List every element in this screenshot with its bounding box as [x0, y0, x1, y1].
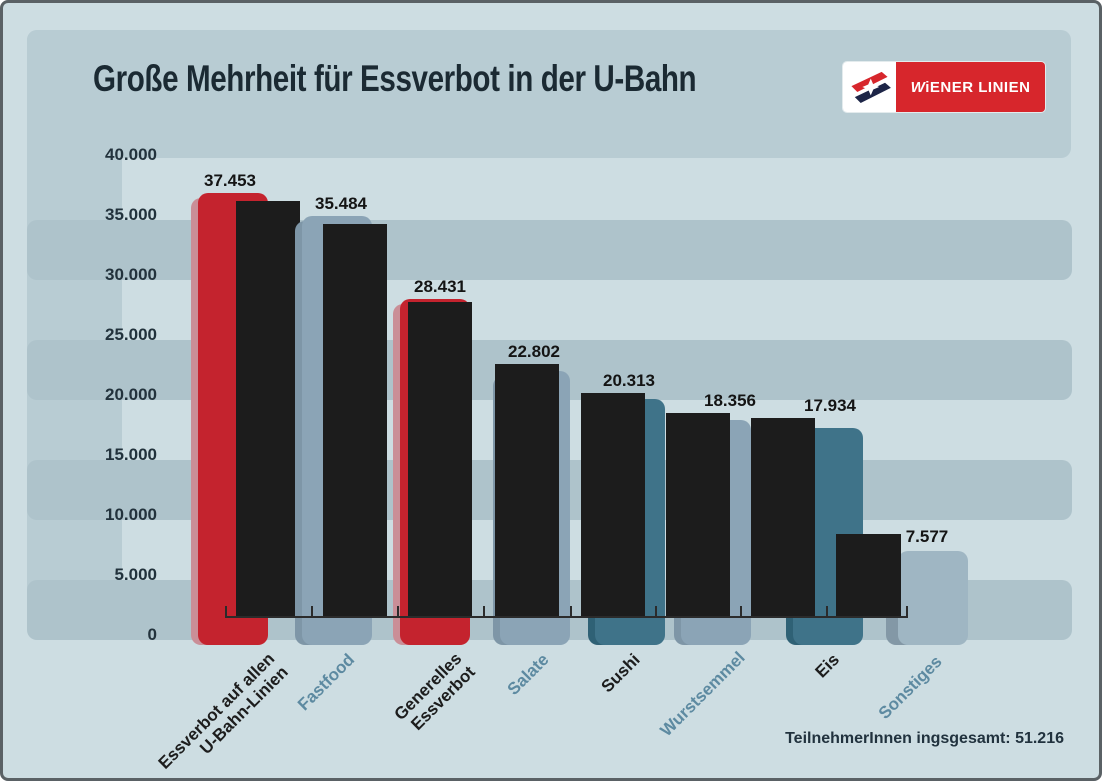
- bar-value-label: 7.577: [905, 527, 949, 546]
- axis-tick: [225, 606, 227, 618]
- x-axis-label-fastfood: Fastfood: [294, 650, 358, 714]
- bar-sonstiges: [898, 551, 968, 645]
- y-axis-label: 30.000: [105, 265, 157, 284]
- x-axis-label-line: Eis: [811, 650, 844, 682]
- bar-value-label: 17.934: [804, 396, 856, 415]
- x-axis-label-line: Salate: [503, 650, 553, 699]
- chart-title: Große Mehrheit für Essverbot in der U-Ba…: [93, 58, 697, 99]
- x-axis-label-line: Essverbot auf allen: [154, 649, 279, 773]
- logo-wordmark: WiENER LINIEN: [910, 78, 1031, 96]
- grid-band: [27, 220, 1072, 280]
- y-axis-label: 40.000: [105, 145, 157, 164]
- axis-tick: [570, 606, 572, 618]
- bar-value-label: 35.484: [315, 194, 367, 213]
- bar-shadow-black: [495, 364, 559, 618]
- y-axis-label: 20.000: [105, 385, 157, 404]
- bar-shadow-black: [323, 224, 387, 618]
- y-axis-panel: [27, 30, 122, 637]
- axis-tick: [906, 606, 908, 618]
- y-axis-label: 5.000: [114, 565, 157, 584]
- x-axis-label-sushi: Sushi: [597, 650, 643, 696]
- logo-wordmark-box: WiENER LINIEN: [896, 62, 1045, 112]
- wiener-linien-emblem-icon: [851, 71, 891, 103]
- y-axis-label: 10.000: [105, 505, 157, 524]
- y-axis-label: 25.000: [105, 325, 157, 344]
- bar-value-label: 37.453: [204, 171, 256, 190]
- bar-shadow-black: [836, 534, 901, 618]
- bar-value-label: 20.313: [603, 371, 655, 390]
- axis-tick: [311, 606, 313, 618]
- wiener-linien-logo: WiENER LINIEN: [843, 62, 1045, 112]
- x-axis-label-salate: Salate: [504, 650, 553, 699]
- x-axis-label-wurstsemmel: Wurstsemmel: [656, 648, 748, 740]
- total-participants-note: TeilnehmerInnen ingsgesamt: 51.216: [785, 730, 1064, 747]
- bar-shadow-black: [236, 201, 300, 618]
- x-axis-label-line: Sonstiges: [874, 652, 946, 723]
- x-axis-line: [225, 616, 908, 618]
- axis-tick: [483, 606, 485, 618]
- y-axis-label: 15.000: [105, 445, 157, 464]
- x-axis-label-eis: Eis: [812, 650, 843, 681]
- x-axis-label-line: Wurstsemmel: [656, 648, 749, 741]
- logo-emblem-box: [843, 62, 896, 112]
- y-axis-label: 0: [147, 625, 157, 644]
- bar-shadow-black: [408, 302, 472, 618]
- bar-value-label: 22.802: [508, 342, 560, 361]
- bar-value-label: 18.356: [704, 391, 756, 410]
- y-axis-label: 35.000: [105, 205, 157, 224]
- bar-shadow-black: [581, 393, 645, 618]
- x-axis-label-line: Sushi: [597, 650, 644, 697]
- bar-shadow-black: [751, 418, 815, 618]
- axis-tick: [397, 606, 399, 618]
- x-axis-label-line: Fastfood: [294, 650, 359, 715]
- x-axis-label-generelles: Generelles Essverbot: [391, 649, 479, 737]
- bar-value-label: 28.431: [414, 277, 466, 296]
- x-axis-label-sonstiges: Sonstiges: [875, 652, 946, 723]
- axis-tick: [826, 606, 828, 618]
- axis-tick: [655, 606, 657, 618]
- x-axis-label-essverbot-alle: Essverbot auf allen U-Bahn-Linien: [154, 649, 292, 778]
- axis-tick: [740, 606, 742, 618]
- bar-shadow-black: [666, 413, 730, 618]
